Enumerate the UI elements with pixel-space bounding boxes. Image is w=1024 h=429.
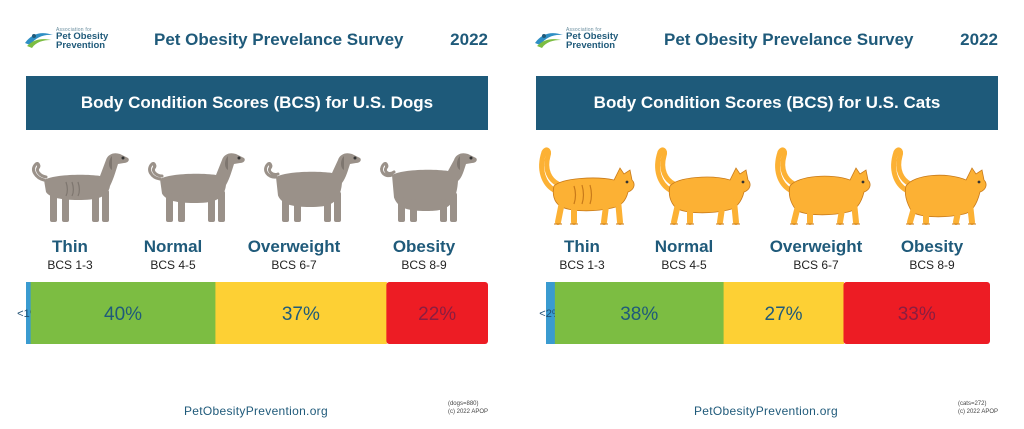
category-obesity: Obesity BCS 8-9 <box>364 237 484 272</box>
dog-overweight-icon <box>258 140 368 230</box>
logo-name-line1: Pet Obesity <box>566 31 619 42</box>
category-overweight: Overweight BCS 6-7 <box>234 237 354 272</box>
dog-normal-icon <box>142 140 252 230</box>
category-bcs: BCS 4-5 <box>661 258 707 272</box>
category-name: Thin <box>52 237 88 256</box>
logo-name-line2: Prevention <box>566 40 616 51</box>
category-bcs: BCS 1-3 <box>47 258 93 272</box>
survey-title: Pet Obesity Prevelance Survey <box>664 30 914 49</box>
logo-name-line2: Prevention <box>56 40 106 51</box>
logo-name: Pet Obesity Prevention <box>566 31 619 51</box>
bar-segment-thin <box>546 282 556 344</box>
logo-small-text: Association for <box>566 27 602 33</box>
category-name: Thin <box>564 237 600 256</box>
footer-note: (cats=272) (c) 2022 APOP <box>958 400 998 416</box>
survey-year: 2022 <box>960 30 998 49</box>
cat-obesity-icon <box>886 140 996 230</box>
data-label-overweight: 37% <box>282 304 320 325</box>
data-label-overweight: 27% <box>765 304 803 325</box>
copyright: (c) 2022 APOP <box>447 409 488 415</box>
category-thin: Thin BCS 1-3 <box>10 237 130 272</box>
category-name: Overweight <box>247 237 341 256</box>
logo-name: Pet Obesity Prevention <box>56 31 109 51</box>
category-bcs: BCS 4-5 <box>150 258 196 272</box>
logo-name-line1: Pet Obesity <box>56 31 109 42</box>
category-bcs: BCS 8-9 <box>909 258 955 272</box>
category-normal: Normal BCS 4-5 <box>113 237 233 272</box>
data-label-obesity: 33% <box>898 304 936 325</box>
cat-thin-icon <box>534 140 644 230</box>
footer-url[interactable]: PetObesityPrevention.org <box>184 404 328 418</box>
category-obesity: Obesity BCS 8-9 <box>872 237 992 272</box>
sample-size: (dogs=880) <box>447 401 479 407</box>
category-name: Normal <box>143 237 203 256</box>
logo-swoosh-icon <box>25 33 53 48</box>
dog-obesity-icon <box>374 140 484 230</box>
category-bcs: BCS 8-9 <box>401 258 447 272</box>
category-thin: Thin BCS 1-3 <box>522 237 642 272</box>
category-name: Obesity <box>392 237 456 256</box>
bar-segment-normal <box>554 282 725 344</box>
stacked-bar-chart: <2% 38% 27% 33% <box>539 282 990 344</box>
footer-url[interactable]: PetObesityPrevention.org <box>694 404 838 418</box>
stacked-bar-chart: <1% 40% 37% 22% <box>17 282 488 344</box>
sample-size: (cats=272) <box>957 401 987 407</box>
apop-logo: Association for Pet Obesity Prevention <box>24 26 119 52</box>
bar-segment-overweight <box>723 282 844 344</box>
bar-segment-thin <box>26 282 32 344</box>
logo-small-text: Association for <box>56 27 92 33</box>
copyright: (c) 2022 APOP <box>957 409 998 415</box>
category-bcs: BCS 6-7 <box>793 258 839 272</box>
dogs-panel: Association for Pet Obesity Prevention P… <box>14 0 514 429</box>
bar-segment-normal <box>30 282 216 344</box>
category-name: Overweight <box>769 237 863 256</box>
footer-note: (dogs=880) (c) 2022 APOP <box>448 400 488 416</box>
bar-segment-overweight <box>215 282 387 344</box>
data-label-obesity: 22% <box>418 304 456 325</box>
dog-thin-icon <box>26 140 136 230</box>
cats-panel: Association for Pet Obesity Prevention P… <box>524 0 1024 429</box>
category-name: Normal <box>654 237 714 256</box>
stacked-bar-svg: <1% 40% 37% 22% <box>17 282 488 344</box>
category-bcs: BCS 1-3 <box>559 258 605 272</box>
stacked-bar-svg: <2% 38% 27% 33% <box>539 282 990 344</box>
data-label-normal: 38% <box>620 304 658 325</box>
cat-overweight-icon <box>770 140 880 230</box>
apop-logo: Association for Pet Obesity Prevention <box>534 26 629 52</box>
category-overweight: Overweight BCS 6-7 <box>756 237 876 272</box>
survey-year: 2022 <box>450 30 488 49</box>
bar-segment-obesity <box>386 282 488 344</box>
logo-swoosh-icon <box>535 33 563 48</box>
chart-title-banner: Body Condition Scores (BCS) for U.S. Cat… <box>536 76 998 130</box>
category-name: Obesity <box>900 237 964 256</box>
cat-normal-icon <box>650 140 760 230</box>
data-label-normal: 40% <box>104 304 142 325</box>
chart-title: Body Condition Scores (BCS) for U.S. Dog… <box>80 93 434 112</box>
category-bcs: BCS 6-7 <box>271 258 317 272</box>
survey-title: Pet Obesity Prevelance Survey <box>154 30 404 49</box>
chart-title: Body Condition Scores (BCS) for U.S. Cat… <box>593 93 941 112</box>
category-normal: Normal BCS 4-5 <box>624 237 744 272</box>
chart-title-banner: Body Condition Scores (BCS) for U.S. Dog… <box>26 76 488 130</box>
bar-segment-obesity <box>843 282 990 344</box>
